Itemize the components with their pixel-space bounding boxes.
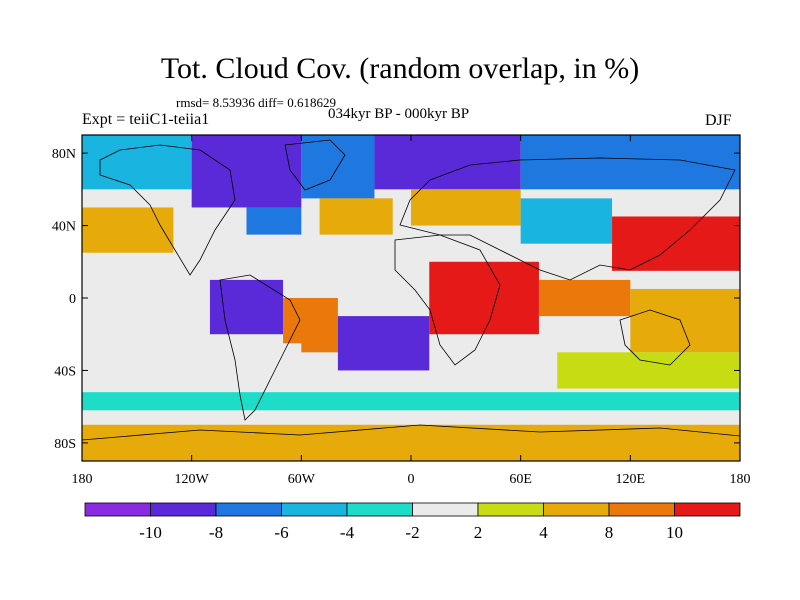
- colorbar-label: 2: [474, 523, 483, 542]
- y-tick-label: 40S: [54, 364, 76, 379]
- colorbar-swatch: [674, 502, 741, 517]
- colorbar-swatch: [84, 502, 151, 517]
- field-region: [337, 316, 430, 371]
- y-tick-label: 0: [69, 292, 76, 307]
- field-region: [520, 198, 613, 244]
- field-region: [612, 216, 740, 271]
- x-tick-label: 180: [730, 472, 751, 487]
- chart-title: Tot. Cloud Cov. (random overlap, in %): [160, 52, 640, 85]
- colorbar-label: 10: [666, 523, 683, 542]
- field-region: [630, 288, 740, 353]
- coast-antarctica: [82, 424, 740, 441]
- axis-ticks: [81, 135, 741, 461]
- y-tick-label: 80S: [54, 437, 76, 452]
- field-region: [82, 392, 740, 411]
- coast-africa: [394, 234, 501, 366]
- colorbar-swatch: [150, 502, 217, 517]
- coast-australia: [619, 309, 691, 366]
- x-tick-label: 180: [72, 472, 93, 487]
- x-tick-label: 120W: [175, 472, 210, 487]
- field-region: [557, 352, 740, 389]
- x-tick-label: 120E: [616, 472, 646, 487]
- field-region: [411, 189, 521, 226]
- heatmap-field: [82, 135, 740, 461]
- colorbar-swatch: [608, 502, 675, 517]
- x-tick-label: 60E: [509, 472, 532, 487]
- colorbar-label: 8: [605, 523, 614, 542]
- field-region: [209, 279, 284, 335]
- colorbar-label: 4: [539, 523, 548, 542]
- colorbar-label: -6: [274, 523, 288, 542]
- y-tick-label: 40N: [52, 220, 76, 235]
- colorbar-label: -8: [209, 523, 223, 542]
- stats-line: rmsd= 8.53936 diff= 0.618629: [176, 95, 336, 110]
- colorbar-swatch: [215, 502, 282, 517]
- coast-south-america: [219, 274, 301, 421]
- field-region: [191, 135, 302, 208]
- period-label: 034kyr BP - 000kyr BP: [328, 106, 470, 122]
- experiment-label: Expt = teiiC1-teiia1: [82, 111, 210, 128]
- field-region: [82, 261, 210, 298]
- x-tick-label: 60W: [288, 472, 316, 487]
- colorbar: [84, 502, 741, 517]
- colorbar-label: -2: [405, 523, 419, 542]
- field-region: [429, 261, 539, 335]
- axis-tick-labels: 180 120W 60W 0 60E 120E 180 80N 40N 0 40S 80S: [52, 147, 751, 487]
- y-tick-label: 80N: [52, 147, 76, 162]
- colorbar-swatch: [543, 502, 610, 517]
- x-tick-label: 0: [408, 472, 415, 487]
- field-region: [82, 135, 192, 190]
- colorbar-swatch: [412, 502, 479, 517]
- colorbar-swatch: [346, 502, 413, 517]
- coast-north-america: [99, 144, 236, 276]
- field-region: [246, 207, 302, 235]
- colorbar-swatch: [281, 502, 348, 517]
- field-region: [319, 198, 393, 235]
- coast-greenland: [284, 139, 346, 191]
- colorbar-swatch: [477, 502, 544, 517]
- field-region: [82, 207, 174, 253]
- colorbar-label: -10: [139, 523, 162, 542]
- colorbar-label: -4: [340, 523, 355, 542]
- coastline-layer: [82, 139, 740, 441]
- colorbar-labels: -10 -8 -6 -4 -2 2 4 8 10: [139, 523, 683, 542]
- field-region: [82, 343, 302, 380]
- coast-eurasia: [399, 157, 736, 281]
- field-region: [520, 135, 740, 190]
- field-region: [538, 279, 631, 317]
- season-label: DJF: [705, 112, 732, 129]
